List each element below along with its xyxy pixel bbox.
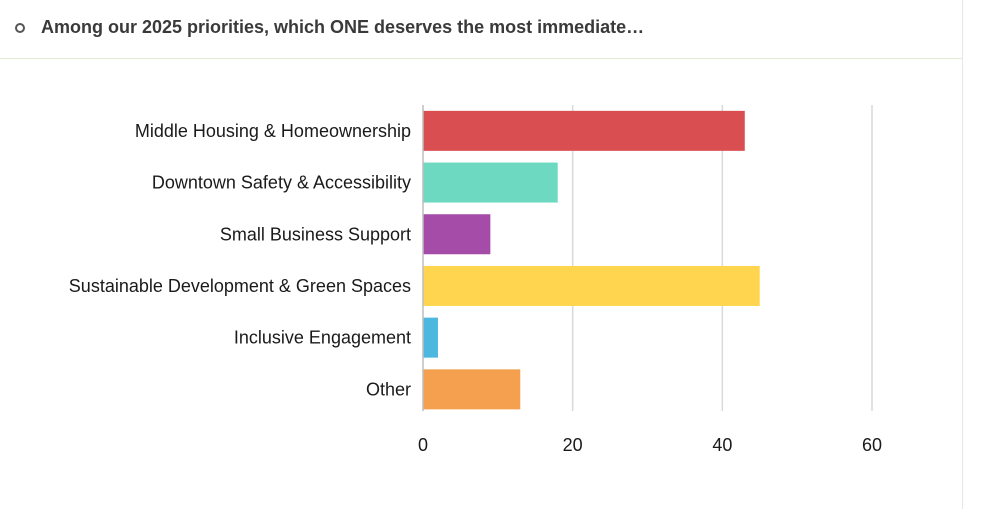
category-label: Other [366, 379, 411, 399]
category-labels: Middle Housing & Homeownership Downtown S… [69, 121, 411, 400]
x-axis-ticks: 0 20 40 60 [418, 435, 882, 455]
grid-lines [571, 105, 873, 411]
bar[interactable] [423, 162, 558, 203]
category-label: Inclusive Engagement [234, 328, 411, 348]
question-title: Among our 2025 priorities, which ONE des… [41, 17, 645, 37]
question-panel: Among our 2025 priorities, which ONE des… [0, 0, 963, 509]
x-tick-label: 40 [712, 435, 732, 455]
bars [423, 110, 760, 410]
radio-circle-icon [15, 23, 25, 33]
category-label: Downtown Safety & Accessibility [152, 173, 411, 193]
bar-chart: Middle Housing & Homeownership Downtown S… [69, 105, 882, 455]
bar[interactable] [423, 214, 491, 255]
category-label: Small Business Support [220, 224, 411, 244]
bar[interactable] [423, 369, 521, 410]
x-tick-label: 0 [418, 435, 428, 455]
x-tick-label: 60 [862, 435, 882, 455]
bar[interactable] [423, 317, 438, 358]
bar[interactable] [423, 265, 760, 306]
category-label: Middle Housing & Homeownership [135, 121, 411, 141]
x-tick-label: 20 [563, 435, 583, 455]
category-label: Sustainable Development & Green Spaces [69, 276, 411, 296]
bar[interactable] [423, 110, 745, 151]
question-header: Among our 2025 priorities, which ONE des… [0, 0, 962, 59]
